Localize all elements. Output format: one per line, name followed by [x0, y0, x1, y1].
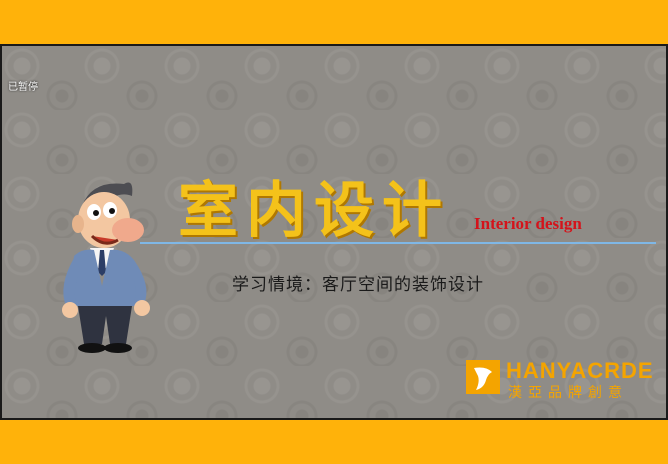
brand-name-english: HANYACRDE [506, 358, 654, 383]
title-divider [140, 242, 656, 244]
slide-subtitle: 学习情境：客厅空间的装饰设计 [232, 275, 484, 295]
title-english: Interior design [474, 214, 582, 233]
cartoon-businessman-icon [52, 176, 162, 360]
title-chinese: 室内设计 [178, 176, 450, 246]
brand-logo: HANYACRDE 漢亞品牌創意 [466, 358, 666, 402]
presentation-slide[interactable]: 已暂停 [2, 46, 666, 418]
paused-indicator: 已暂停 [8, 82, 38, 93]
brand-name-chinese: 漢亞品牌創意 [508, 385, 628, 401]
video-frame: 已暂停 [0, 44, 668, 420]
bird-icon [466, 360, 500, 394]
